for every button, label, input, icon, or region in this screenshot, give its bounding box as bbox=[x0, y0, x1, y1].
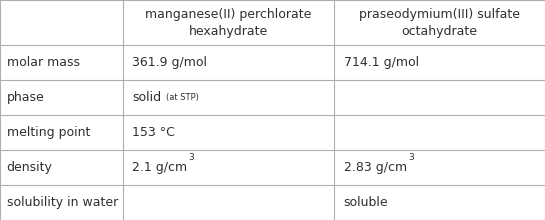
Text: 714.1 g/mol: 714.1 g/mol bbox=[344, 56, 419, 69]
Text: praseodymium(III) sulfate
octahydrate: praseodymium(III) sulfate octahydrate bbox=[359, 7, 520, 38]
Text: 2.1 g/cm: 2.1 g/cm bbox=[132, 161, 187, 174]
Text: solubility in water: solubility in water bbox=[7, 196, 118, 209]
Text: manganese(II) perchlorate
hexahydrate: manganese(II) perchlorate hexahydrate bbox=[145, 7, 311, 38]
Text: 3: 3 bbox=[408, 152, 414, 161]
Text: melting point: melting point bbox=[7, 126, 90, 139]
Text: solid: solid bbox=[132, 91, 161, 104]
Text: density: density bbox=[7, 161, 52, 174]
Text: 3: 3 bbox=[189, 152, 195, 161]
Text: (at STP): (at STP) bbox=[166, 93, 199, 102]
Text: phase: phase bbox=[7, 91, 44, 104]
Text: 2.83 g/cm: 2.83 g/cm bbox=[344, 161, 407, 174]
Text: 153 °C: 153 °C bbox=[132, 126, 175, 139]
Text: molar mass: molar mass bbox=[7, 56, 80, 69]
Text: soluble: soluble bbox=[344, 196, 388, 209]
Text: 361.9 g/mol: 361.9 g/mol bbox=[132, 56, 208, 69]
